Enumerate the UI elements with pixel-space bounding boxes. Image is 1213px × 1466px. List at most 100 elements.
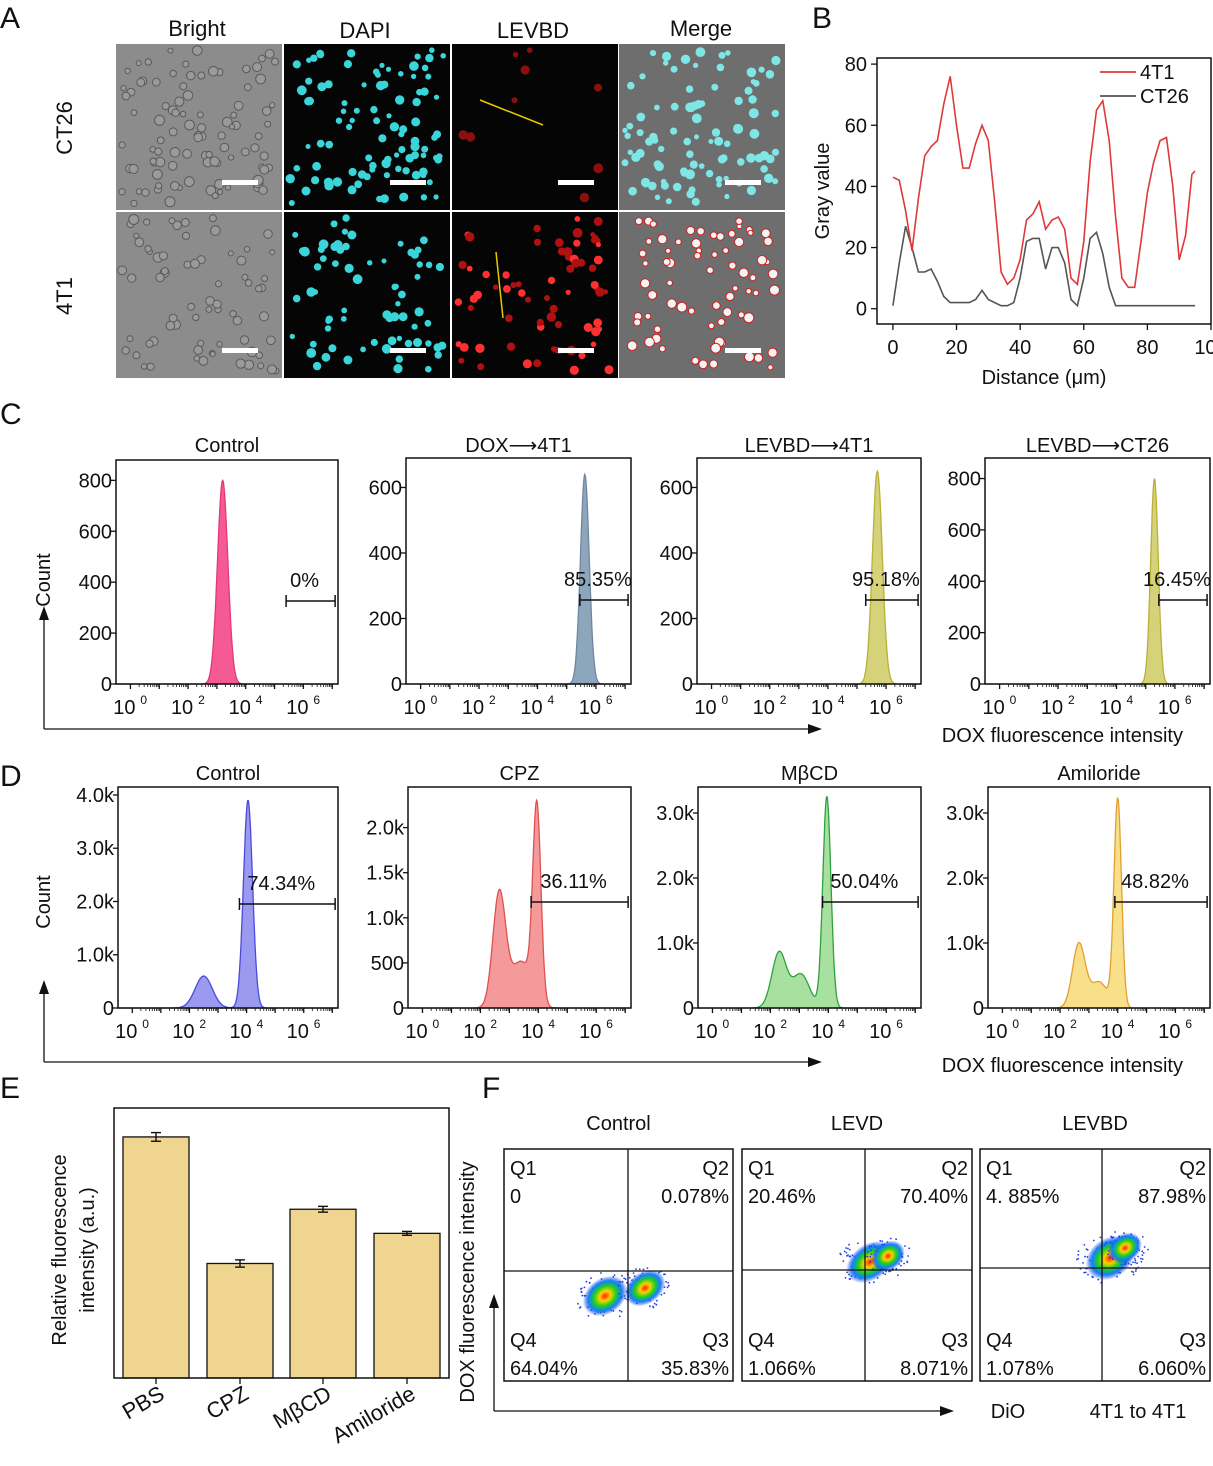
x-tick-exponent: 2 [199,1017,206,1031]
density-cluster [624,1269,666,1307]
cell [722,307,733,318]
x-tick-exponent: 0 [1010,693,1017,707]
cell [711,128,721,137]
q3-label: Q3 [941,1330,968,1352]
cell [653,325,662,334]
cell [209,156,220,167]
histogram-title: LEVBD⟶4T1 [745,435,874,457]
cell [425,365,432,373]
event-dot [897,1274,899,1276]
cell [420,152,427,159]
event-dot [1099,1236,1102,1239]
cell [746,153,756,163]
category-label: Amiloride [328,1381,420,1449]
gate-percentage: 95.18% [852,569,920,591]
cell [252,62,263,73]
x-tick-label: 10 [520,697,542,719]
cell [649,220,657,228]
cell [244,279,253,287]
cell [711,251,718,258]
gate-percentage: 0% [290,570,319,592]
event-dot [1141,1254,1144,1256]
cell [533,359,541,368]
cell [254,132,263,141]
cell [292,294,301,303]
cell [261,106,272,116]
y-axis-label: Gray value [812,143,834,240]
cell [236,255,247,266]
cell [144,245,152,253]
density-cluster [1108,1232,1142,1264]
cell [595,287,605,297]
cell [746,67,757,78]
histogram-title: Amiloride [1057,763,1140,785]
cell [128,214,140,225]
cell [241,273,249,281]
q2-label: Q2 [941,1158,968,1180]
event-dot [1092,1239,1095,1242]
row-label-4t1: 4T1 [52,277,77,315]
cell [132,351,141,360]
panel-label-d: D [0,760,22,793]
cell [227,250,234,257]
cell [414,307,424,317]
panel-label-f: F [482,1072,500,1105]
cell [395,301,401,307]
bar-3 [373,1232,441,1379]
cell [458,260,467,270]
cell [734,236,745,248]
y-tick-label: 800 [79,470,112,492]
cell [749,274,757,282]
cell [626,340,638,352]
event-dot [621,1274,623,1277]
cell [752,289,760,297]
cell [688,186,696,194]
y-tick-label: 0 [103,998,114,1020]
x-tick-label: 10 [869,697,891,719]
cell [340,108,347,115]
event-dot [1134,1270,1137,1272]
event-dot [881,1240,884,1243]
panel-label-a: A [0,2,20,35]
cell [518,289,526,297]
cell [398,146,406,154]
event-dot [868,1281,871,1284]
cell [434,351,442,359]
event-dot [869,1255,872,1258]
cell [144,58,153,66]
cell [433,194,439,200]
y-tick-label: 800 [948,469,981,491]
x-tick-label: 80 [1136,337,1158,359]
cell [212,299,222,309]
cell [267,364,277,375]
event-dot [632,1272,635,1274]
cell [723,140,731,148]
event-dot [904,1245,906,1247]
event-dot [842,1260,845,1262]
cell [565,289,571,295]
cell [313,263,322,271]
cell [771,109,779,118]
cell [594,83,602,92]
event-dot [1082,1262,1084,1264]
cell [733,124,739,130]
cell [745,288,752,295]
quadrant-plots-f: Control Q1 0 Q2 0.078% Q4 64.04% Q3 35.83% LEVD Q1… [489,1113,1211,1416]
x-tick-label: 10 [115,1021,137,1043]
cell [748,108,759,119]
cell [259,151,269,161]
cell [324,80,333,89]
x-tick-exponent: 4 [257,1017,264,1031]
y-tick-label: 4.0k [76,785,115,807]
x-arrow-head [808,1057,822,1067]
event-dot [600,1272,602,1274]
cell [759,151,769,161]
gate-percentage: 48.82% [1121,871,1189,893]
cell [728,261,737,270]
cell [263,229,273,239]
cell [325,318,332,324]
histogram-title: CPZ [500,763,540,785]
gate-percentage: 85.35% [564,569,632,591]
q4-label: Q4 [510,1330,537,1352]
